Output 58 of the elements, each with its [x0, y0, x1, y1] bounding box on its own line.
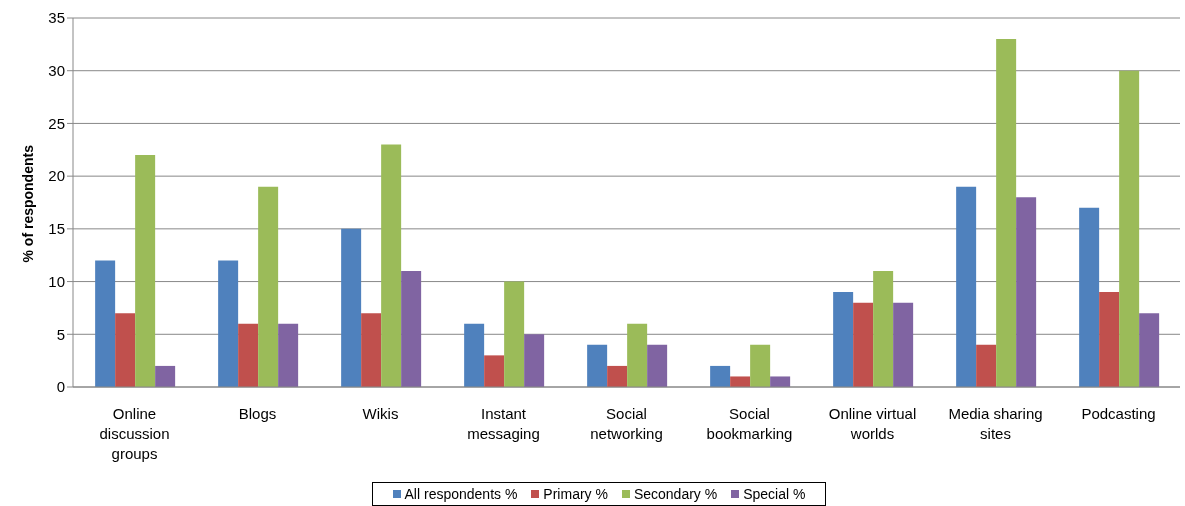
x-tick-label: Wikis [362, 405, 399, 422]
y-tick-label: 25 [48, 114, 65, 132]
x-tick-label: Instant messaging [467, 405, 540, 442]
bar [770, 376, 791, 387]
bar [401, 271, 422, 387]
y-axis-title: % of respondents [19, 144, 36, 263]
y-tick-label: 35 [48, 9, 65, 27]
bar [627, 323, 648, 387]
x-tick-label: Podcasting [1081, 405, 1156, 422]
x-tick-label: Social networking [590, 405, 663, 442]
bar [464, 323, 485, 387]
bar [115, 313, 136, 387]
bar [524, 334, 545, 387]
bar [956, 186, 977, 387]
bar [853, 302, 874, 387]
bar [381, 144, 402, 387]
bar [1139, 313, 1160, 387]
bar [1079, 207, 1100, 387]
bar [607, 365, 628, 387]
bar [1099, 292, 1120, 387]
bar [258, 186, 279, 387]
bar [484, 355, 505, 387]
bar [893, 302, 914, 387]
bar [833, 292, 854, 387]
x-tick-label: Online virtual worlds [828, 405, 917, 442]
x-tick-label: Blogs [238, 405, 277, 422]
x-tick-label: Online discussion groups [99, 405, 170, 462]
bar [155, 365, 176, 387]
bar [361, 313, 382, 387]
bar [504, 281, 525, 387]
bar [135, 155, 156, 387]
y-tick-label: 5 [56, 325, 65, 343]
y-tick-label: 10 [48, 272, 65, 290]
legend-label: Primary % [542, 486, 608, 502]
bar [996, 39, 1017, 387]
y-tick-label: 15 [48, 220, 65, 238]
x-tick-label: Media sharing sites [948, 405, 1043, 442]
x-tick-label: Social bookmarking [706, 405, 793, 442]
bar [278, 323, 299, 387]
bar [1119, 70, 1140, 387]
bar [218, 260, 239, 387]
bar [238, 323, 259, 387]
bar [750, 344, 771, 387]
bar [1016, 197, 1037, 387]
legend-label: Special % [742, 486, 806, 502]
legend-label: All respondents % [403, 486, 518, 502]
bar [976, 344, 997, 387]
bar [647, 344, 668, 387]
bar [95, 260, 116, 387]
bar [587, 344, 608, 387]
legend-label: Secondary % [632, 486, 718, 502]
y-tick-label: 20 [48, 167, 65, 185]
bar [341, 228, 362, 387]
bar [730, 376, 751, 387]
y-tick-label: 0 [56, 378, 65, 396]
y-tick-label: 30 [48, 62, 65, 80]
bar [873, 271, 894, 387]
bar [710, 365, 731, 387]
